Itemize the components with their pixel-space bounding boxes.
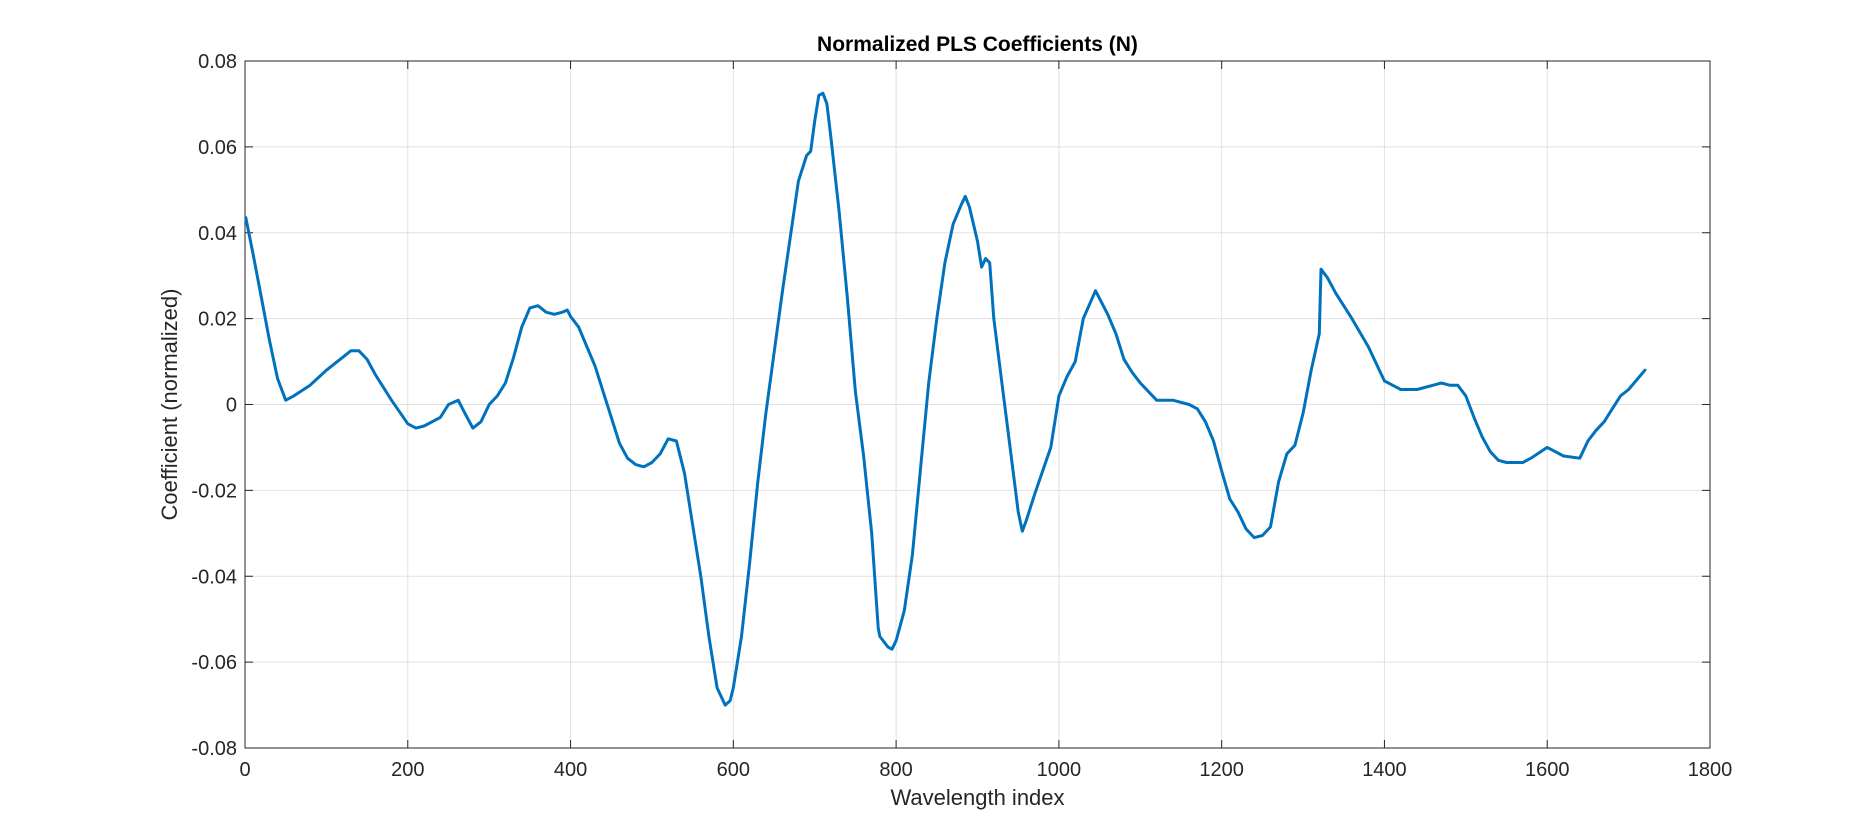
series-line <box>244 91 1647 707</box>
y-tick-label: 0 <box>226 395 237 417</box>
chart-title: Normalized PLS Coefficients (N) <box>817 33 1138 56</box>
axis-ticks <box>244 60 1711 749</box>
y-tick-label: 0.08 <box>198 51 237 73</box>
x-tick-label: 0 <box>239 759 250 781</box>
y-tick-label: -0.06 <box>191 652 237 674</box>
x-tick-label: 800 <box>879 759 912 781</box>
y-tick-label: -0.04 <box>191 566 237 588</box>
y-tick-label: -0.08 <box>191 738 237 760</box>
x-tick-label: 1200 <box>1199 759 1244 781</box>
y-tick-label: 0.04 <box>198 223 237 245</box>
y-tick-label: 0.06 <box>198 137 237 159</box>
x-tick-label: 1800 <box>1688 759 1733 781</box>
x-tick-label: 1600 <box>1525 759 1570 781</box>
x-tick-label: 200 <box>391 759 424 781</box>
y-tick-label: 0.02 <box>198 309 237 331</box>
y-tick-labels: -0.08 -0.06 -0.04 -0.02 0 0.02 0.04 0.06 0.08 <box>191 51 237 760</box>
grid <box>244 60 1711 749</box>
x-tick-label: 1400 <box>1362 759 1407 781</box>
x-tick-label: 400 <box>554 759 587 781</box>
x-tick-label: 600 <box>717 759 750 781</box>
x-tick-label: 1000 <box>1037 759 1082 781</box>
y-axis-label: Coefficient (normalized) <box>157 289 182 521</box>
x-tick-labels: 0 200 400 600 800 1000 1200 1400 1600 1800 <box>239 759 1732 781</box>
y-tick-label: -0.02 <box>191 480 237 502</box>
x-axis-label: Wavelength index <box>890 785 1064 810</box>
